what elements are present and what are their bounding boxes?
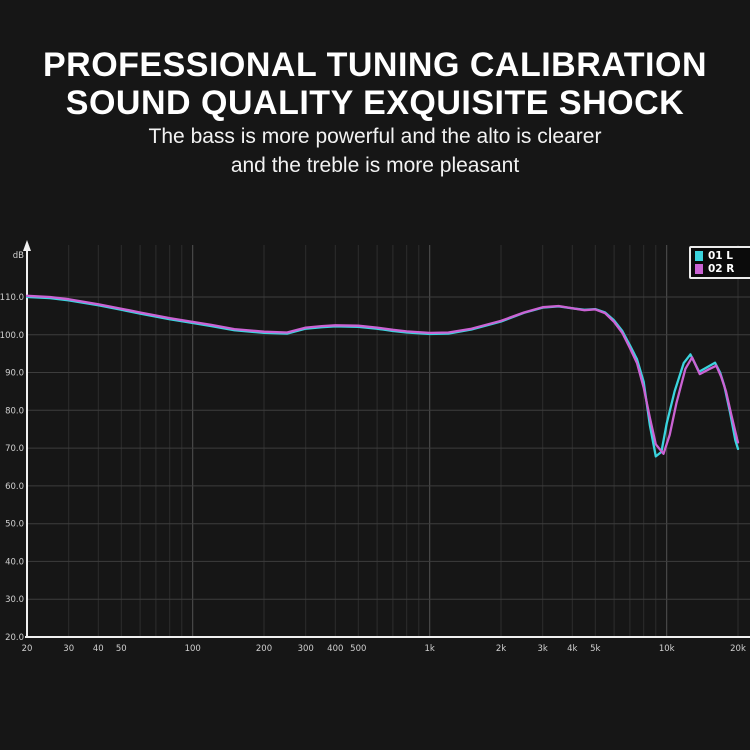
y-axis-labels: dB 110.0 100.0 90.0 80.0 70.0 60.0 50.0 40.0 30.0… [0, 251, 24, 643]
legend-item-left-channel: 01 L [695, 249, 750, 262]
svg-text:20.0: 20.0 [5, 633, 24, 643]
svg-text:50.0: 50.0 [5, 520, 24, 530]
series-02-r [25, 294, 740, 455]
svg-text:5k: 5k [590, 644, 600, 654]
svg-text:100: 100 [185, 644, 201, 654]
svg-text:500: 500 [350, 644, 366, 654]
left-channel-swatch [695, 251, 703, 261]
svg-text:40.0: 40.0 [5, 557, 24, 567]
svg-text:80.0: 80.0 [5, 406, 24, 416]
svg-text:20: 20 [22, 644, 33, 654]
right-channel-label: 02 R [708, 262, 735, 275]
svg-text:200: 200 [256, 644, 272, 654]
svg-text:70.0: 70.0 [5, 444, 24, 454]
svg-text:30.0: 30.0 [5, 595, 24, 605]
x-axis-labels: 20 30 40 50 100 200 300 400 500 1k 2k 3k 4k 5k 10k 20k [22, 644, 746, 654]
svg-text:300: 300 [298, 644, 314, 654]
svg-text:10k: 10k [659, 644, 675, 654]
svg-text:60.0: 60.0 [5, 482, 24, 492]
svg-text:90.0: 90.0 [5, 369, 24, 379]
svg-text:50: 50 [116, 644, 127, 654]
series-01-l [25, 295, 740, 458]
axes [23, 240, 750, 638]
svg-text:4k: 4k [567, 644, 577, 654]
svg-text:30: 30 [63, 644, 74, 654]
subtitle-line-1: The bass is more powerful and the alto i… [148, 125, 602, 148]
right-channel-swatch [695, 264, 703, 274]
chart-legend: 01 L 02 R [689, 246, 750, 279]
subtitle-line-2: and the treble is more pleasant [230, 154, 520, 177]
grid-vertical [68, 245, 739, 636]
y-axis-arrow [23, 240, 31, 251]
svg-text:2k: 2k [496, 644, 506, 654]
title-line-1: PROFESSIONAL TUNING CALIBRATION [42, 46, 708, 84]
grid-horizontal [28, 296, 750, 600]
svg-text:400: 400 [327, 644, 343, 654]
header: PROFESSIONAL TUNING CALIBRATION SOUND QU… [0, 46, 750, 180]
y-axis-unit-label: dB [13, 251, 24, 261]
svg-text:20k: 20k [730, 644, 746, 654]
title-line-2: SOUND QUALITY EXQUISITE SHOCK [65, 84, 685, 122]
svg-text:1k: 1k [425, 644, 435, 654]
svg-text:40: 40 [93, 644, 104, 654]
svg-text:100.0: 100.0 [0, 331, 24, 341]
left-channel-label: 01 L [708, 249, 733, 262]
legend-item-right-channel: 02 R [695, 262, 750, 275]
svg-text:110.0: 110.0 [0, 293, 24, 303]
svg-text:3k: 3k [538, 644, 548, 654]
